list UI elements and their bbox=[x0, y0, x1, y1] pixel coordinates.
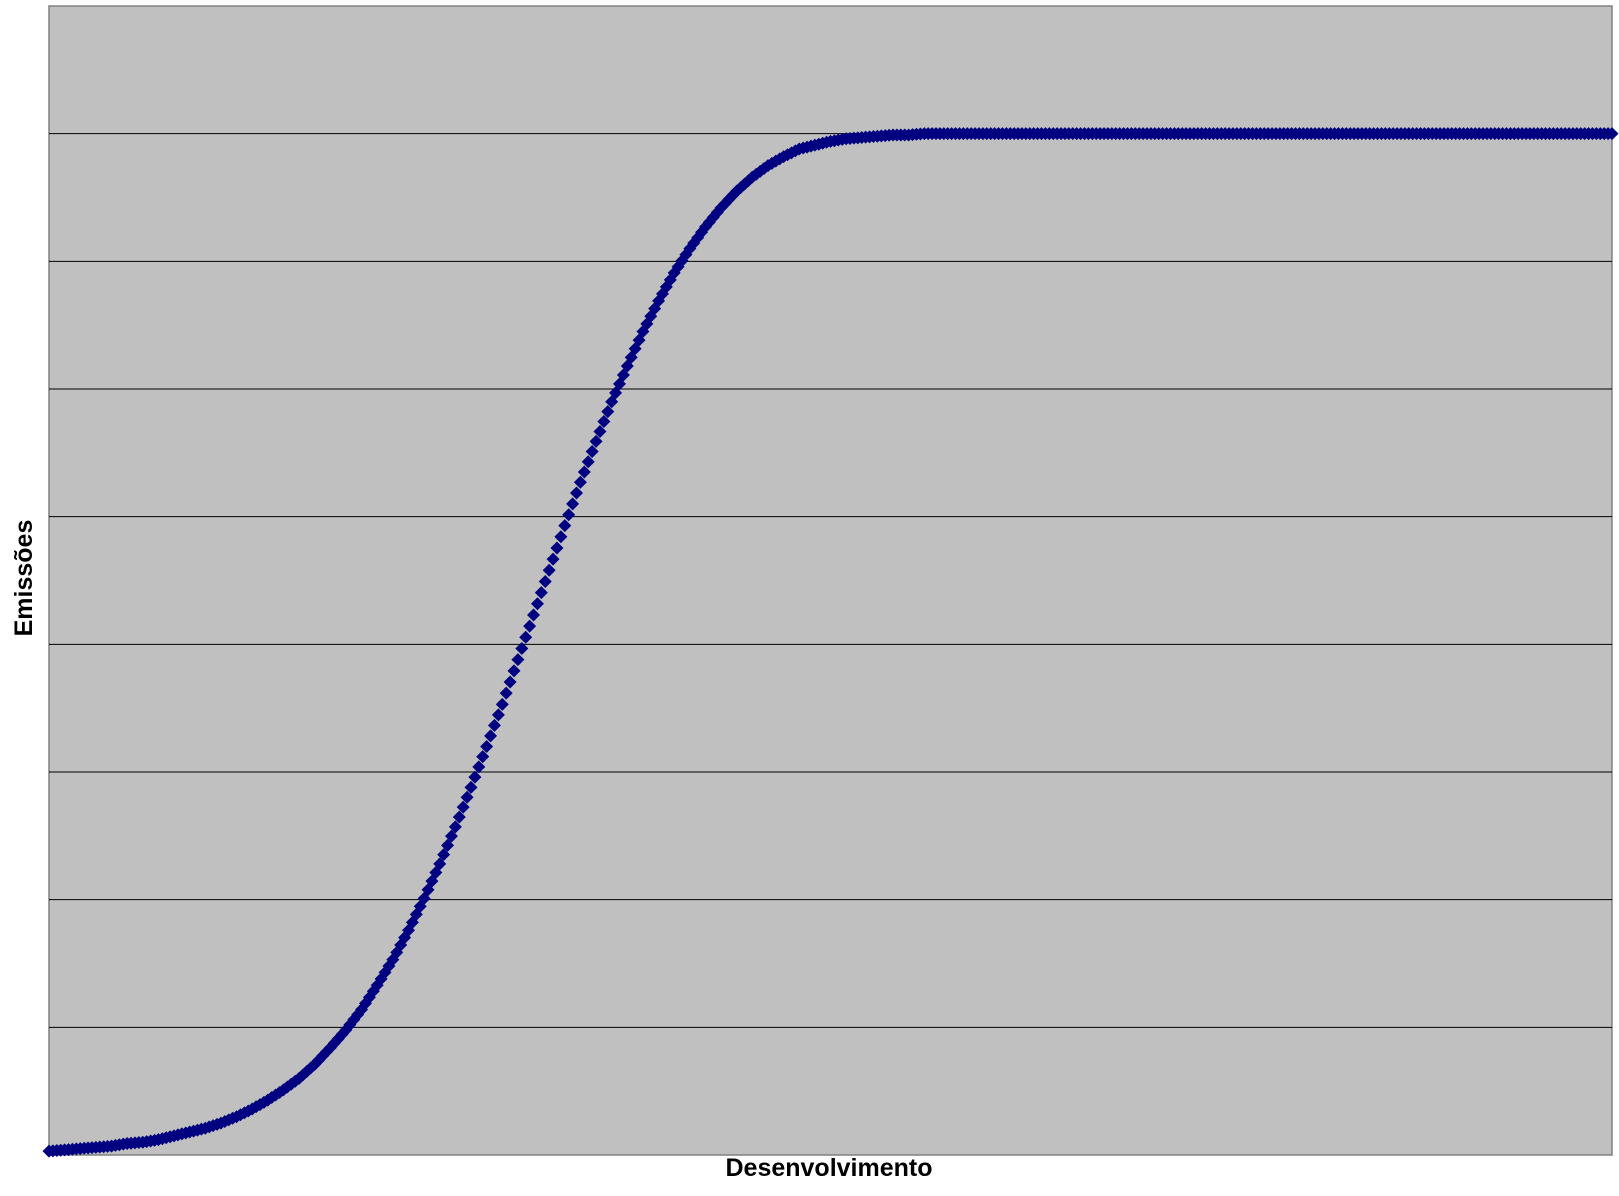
data-point bbox=[480, 739, 494, 753]
data-point bbox=[468, 770, 482, 784]
data-point bbox=[484, 729, 498, 743]
data-point bbox=[523, 619, 537, 633]
data-point bbox=[530, 597, 544, 611]
gridlines bbox=[49, 133, 1612, 1028]
data-point bbox=[1605, 127, 1619, 141]
data-point bbox=[585, 445, 599, 459]
data-point bbox=[433, 857, 447, 871]
data-point bbox=[546, 552, 560, 566]
data-point bbox=[581, 455, 595, 469]
data-point bbox=[487, 718, 501, 732]
data-point bbox=[593, 424, 607, 438]
data-point bbox=[519, 630, 533, 644]
data-point bbox=[527, 608, 541, 622]
data-point bbox=[550, 541, 564, 555]
x-axis-label: Desenvolvimento bbox=[725, 1154, 932, 1182]
data-point bbox=[448, 820, 462, 834]
data-point bbox=[601, 405, 615, 419]
data-point bbox=[491, 708, 505, 722]
data-point bbox=[444, 829, 458, 843]
data-point bbox=[507, 664, 521, 678]
data-point bbox=[573, 475, 587, 489]
data-point bbox=[452, 810, 466, 824]
data-point bbox=[456, 800, 470, 814]
data-point bbox=[558, 519, 572, 533]
data-point bbox=[499, 686, 513, 700]
data-point bbox=[562, 508, 576, 522]
data-point bbox=[460, 790, 474, 804]
data-point bbox=[476, 750, 490, 764]
data-point bbox=[495, 697, 509, 711]
data-point bbox=[538, 574, 552, 588]
data-point bbox=[577, 465, 591, 479]
data-point bbox=[515, 641, 529, 655]
data-point bbox=[511, 653, 525, 667]
plot-area bbox=[48, 5, 1613, 1156]
data-point bbox=[542, 563, 556, 577]
data-point bbox=[534, 586, 548, 600]
data-point bbox=[441, 838, 455, 852]
data-point bbox=[589, 434, 603, 448]
data-point bbox=[437, 848, 451, 862]
series-markers bbox=[42, 127, 1619, 1158]
y-axis-label: Emissões bbox=[10, 520, 38, 637]
data-point bbox=[503, 675, 517, 689]
data-point bbox=[472, 760, 486, 774]
data-point bbox=[464, 780, 478, 794]
data-point bbox=[597, 415, 611, 429]
data-point bbox=[566, 497, 580, 511]
data-point bbox=[570, 486, 584, 500]
data-point bbox=[554, 530, 568, 544]
